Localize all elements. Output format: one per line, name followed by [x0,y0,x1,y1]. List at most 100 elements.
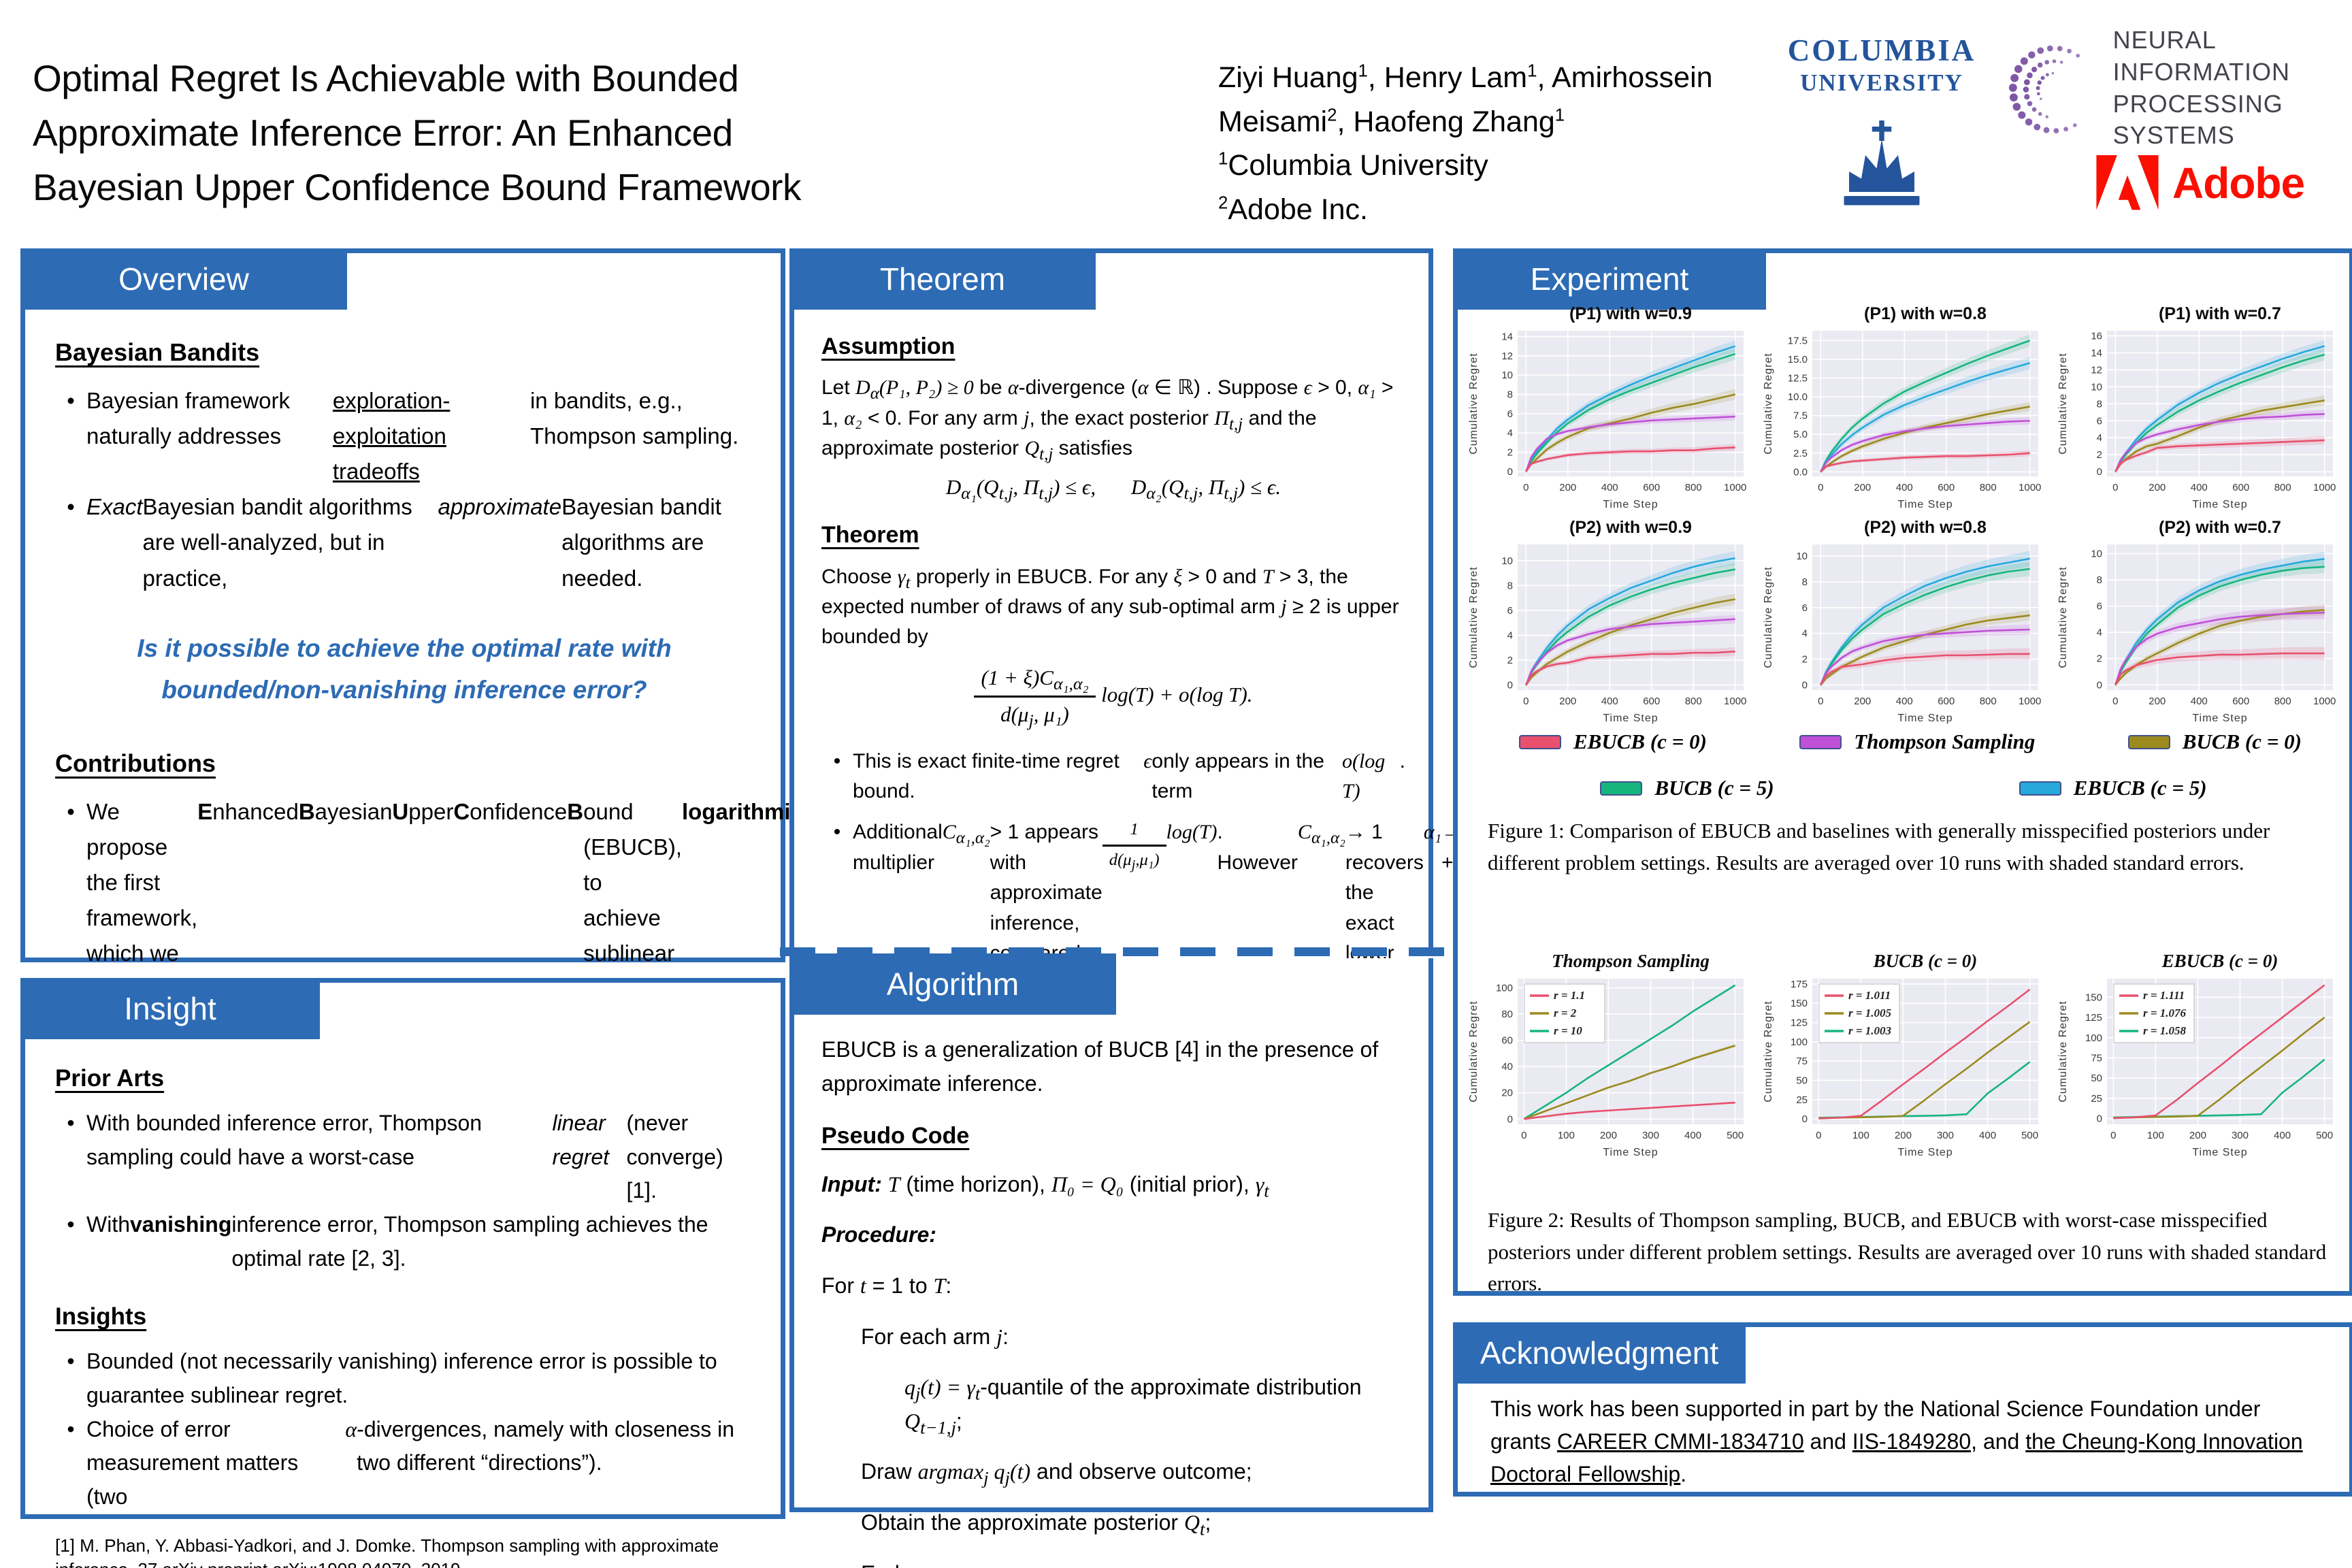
pseudo-line-for-arm: For each arm j: [861,1324,1009,1349]
svg-text:17.5: 17.5 [1788,335,1808,346]
figure2-caption: Figure 2: Results of Thompson sampling, … [1488,1208,2327,1295]
chart-p2-w0.8: 0 200 400 600 800 1000 0 2 4 6 8 10 (P2) with w=0.8 T… [1761,514,2046,727]
svg-text:0: 0 [1802,1113,1808,1125]
svg-text:0: 0 [1507,1113,1513,1125]
svg-text:0: 0 [2097,1113,2102,1125]
svg-text:0: 0 [1521,1130,1526,1141]
experiment-header: Experiment [1453,248,1766,310]
svg-text:10: 10 [2091,548,2102,559]
svg-text:500: 500 [2021,1130,2038,1141]
svg-text:(P2) with w=0.9: (P2) with w=0.9 [1569,518,1692,537]
svg-text:100: 100 [1852,1130,1869,1141]
svg-text:2: 2 [1507,655,1513,666]
svg-text:40: 40 [1501,1061,1513,1073]
svg-text:2: 2 [1507,447,1513,459]
legend-swatch [2127,734,2170,749]
svg-text:Cumulative Regret: Cumulative Regret [1763,566,1774,668]
svg-text:12: 12 [1501,350,1513,362]
svg-text:0: 0 [1507,680,1513,691]
columbia-wordmark-line1: COLUMBIA [1787,33,1976,67]
svg-text:200: 200 [2149,696,2166,707]
svg-text:8: 8 [1507,580,1513,591]
svg-text:r = 1.1: r = 1.1 [1554,989,1585,1002]
svg-text:200: 200 [1559,696,1576,707]
acknowledgment-text: This work has been supported in part by … [1490,1396,2303,1486]
svg-text:25: 25 [2091,1093,2102,1105]
pseudo-line-input: Input: T (time horizon), Π₀ = Q₀ (initia… [821,1171,1269,1201]
adobe-logo: Adobe [2096,155,2305,211]
svg-text:Time Step: Time Step [2192,499,2247,510]
legend-swatch [1799,734,1842,749]
svg-text:800: 800 [1685,482,1702,493]
insights-bullet: Bounded (not necessarily vanishing) infe… [55,1345,755,1412]
svg-text:Thompson Sampling: Thompson Sampling [1552,951,1710,971]
svg-text:(P2) with w=0.8: (P2) with w=0.8 [1864,518,1987,537]
legend-swatch [1519,734,1561,749]
svg-text:800: 800 [2274,482,2291,493]
algorithm-intro: EBUCB is a generalization of BUCB [4] in… [821,1037,1379,1096]
svg-text:60: 60 [1501,1035,1513,1047]
section-theorem: Theorem Assumption Let Dα(P₁, P₂) ≥ 0 be… [789,248,1736,1096]
svg-text:4: 4 [2097,432,2102,444]
authors-block: Ziyi Huang1, Henry Lam1, Amirhossein Meis… [1218,61,1713,226]
svg-text:Time Step: Time Step [1603,1147,1658,1158]
figure1-row-p2: 0 200 400 600 800 1000 0 2 4 6 8 10 (P2) with w=0.9 T… [1466,514,2341,727]
svg-text:Cumulative Regret: Cumulative Regret [1763,353,1774,455]
adobe-wordmark: Adobe [2172,159,2305,208]
svg-text:200: 200 [1854,482,1871,493]
svg-text:200: 200 [1895,1130,1912,1141]
svg-text:0: 0 [1507,466,1513,478]
svg-text:r = 1.076: r = 1.076 [2143,1007,2187,1019]
svg-text:1000: 1000 [2019,482,2041,493]
figure1-legend-row1: EBUCB (c = 0) Thompson Sampling BUCB (c = … [1519,730,2302,754]
svg-text:0: 0 [2112,696,2118,707]
svg-text:6: 6 [2097,601,2102,612]
svg-text:200: 200 [1559,482,1576,493]
svg-text:20: 20 [1501,1088,1513,1099]
svg-text:1000: 1000 [2019,696,2041,707]
pseudo-line-procedure: Procedure: [821,1222,936,1247]
neurips-wordmark-line2: PROCESSING SYSTEMS [2112,89,2283,150]
svg-text:400: 400 [2191,696,2208,707]
svg-text:r = 1.011: r = 1.011 [1848,989,1891,1002]
legend-label: BUCB (c = 0) [2182,730,2302,753]
pseudo-code-heading: Pseudo Code [821,1123,970,1149]
regret-bound-formula: (1 + ξ)Cα₁,α₂ d(μj, μ₁) log(T) + o(log T)… [821,662,1405,730]
page-title-line-3: Bayesian Upper Confidence Bound Framewor… [33,165,802,208]
svg-text:1000: 1000 [1724,482,1746,493]
legend-swatch [2019,781,2061,796]
legend-swatch [1600,781,1643,796]
svg-text:400: 400 [1979,1130,1996,1141]
chart-p1-w0.7: 0 200 400 600 800 1000 0 2 4 6 8 10 12 14 16 (P1) with … [2055,301,2341,513]
svg-text:400: 400 [2274,1130,2291,1141]
chart-fig2-bucb: 0 100 200 300 400 500 0 25 50 75 100 125 150 175 BUCB … [1761,949,2046,1161]
columbia-crown-icon [1844,120,1920,206]
legend-label: EBUCB (c = 0) [1573,730,1707,753]
svg-text:100: 100 [1558,1130,1575,1141]
neurips-wordmark-line1: NEURAL INFORMATION [2112,25,2290,86]
assumption-formula: Dα₁(Qt,j, Πt,j) ≤ ϵ, Dα₂(Qt,j, Πt,j) ≤ ϵ… [945,475,1281,504]
neurips-wordmark: NEURAL INFORMATION PROCESSING SYSTEMS [2113,24,2352,152]
assumption-text: Let Dα(P₁, P₂) ≥ 0 be α-divergence (α ∈ … [821,376,1394,464]
page-title: Optimal Regret Is Achievable with Bounde… [33,52,917,214]
svg-text:12.5: 12.5 [1788,372,1808,384]
algorithm-content: EBUCB is a generalization of BUCB [4] in… [794,958,1428,1568]
contributions-heading: Contributions [55,749,216,777]
svg-text:200: 200 [2189,1130,2206,1141]
figure2-row: 0 100 200 300 400 500 0 20 40 60 80 100 Thompson Sam… [1466,949,2341,1161]
svg-text:600: 600 [2232,482,2249,493]
svg-text:200: 200 [2149,482,2166,493]
legend-item: BUCB (c = 0) [2127,730,2302,754]
svg-text:500: 500 [2316,1130,2333,1141]
svg-text:600: 600 [1938,482,1955,493]
svg-text:16: 16 [2091,330,2102,342]
neurips-logo: NEURAL INFORMATION PROCESSING SYSTEMS [2004,15,2352,161]
svg-text:600: 600 [1643,482,1660,493]
figure1-legend-row2: BUCB (c = 5) EBUCB (c = 5) [1458,776,2349,800]
svg-text:2: 2 [2097,653,2102,665]
svg-text:Cumulative Regret: Cumulative Regret [1468,566,1480,668]
svg-text:14: 14 [2091,347,2102,359]
svg-text:Time Step: Time Step [1897,499,1953,510]
svg-text:200: 200 [1600,1130,1617,1141]
svg-text:BUCB (c = 0): BUCB (c = 0) [1873,951,1978,971]
